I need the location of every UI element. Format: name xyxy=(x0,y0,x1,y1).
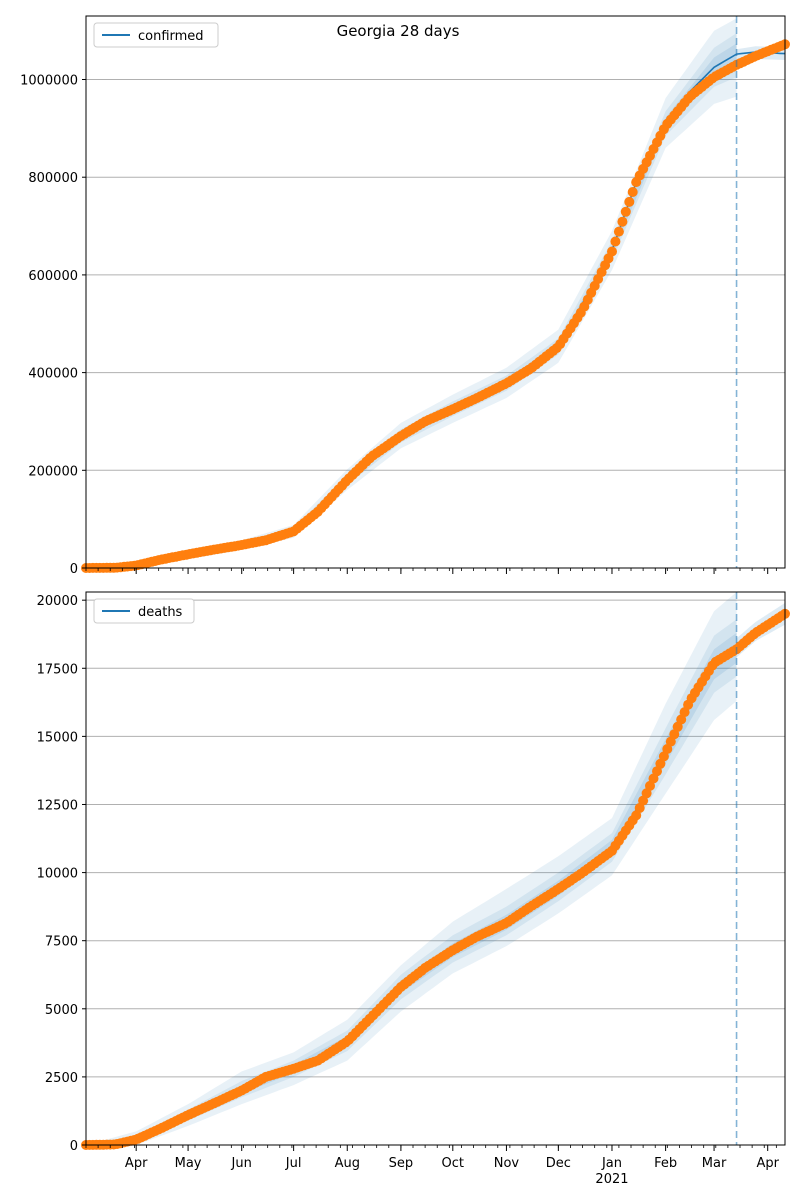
x-tick-label: Apr xyxy=(756,1156,779,1171)
deaths-grid xyxy=(86,599,785,1078)
observed-point xyxy=(624,196,635,207)
y-tick-label: 0 xyxy=(70,562,78,577)
observed-point xyxy=(655,758,666,769)
x-tick-label: Jun xyxy=(231,1156,252,1171)
x-axis-year-label: 2021 xyxy=(595,1172,628,1187)
x-tick-label: Aug xyxy=(335,1156,360,1171)
x-tick-label: Sep xyxy=(389,1156,414,1171)
confirmed-y-ticks: 0 200000 400000 600000 800000 1000000 xyxy=(20,74,86,577)
observed-point xyxy=(617,216,628,227)
y-tick-label: 12500 xyxy=(37,798,78,813)
x-tick-label: Feb xyxy=(654,1156,677,1171)
y-tick-label: 15000 xyxy=(37,730,78,745)
y-tick-label: 0 xyxy=(70,1139,78,1154)
x-tick-label: Dec xyxy=(546,1156,571,1171)
observed-point xyxy=(665,736,676,747)
deaths-x-ticks: Apr May Jun Jul Aug Sep Oct Nov Dec Jan Feb Mar Apr xyxy=(85,1145,780,1171)
observed-point xyxy=(662,744,673,754)
deaths-panel: Apr May Jun Jul Aug Sep Oct Nov Dec Jan Feb Mar Apr … xyxy=(37,591,790,1171)
observed-point xyxy=(679,707,690,718)
observed-point xyxy=(620,206,631,217)
x-tick-label: Nov xyxy=(494,1156,520,1171)
observed-point xyxy=(627,187,638,197)
x-tick-label: Mar xyxy=(702,1156,727,1171)
y-tick-label: 5000 xyxy=(45,1003,78,1018)
deaths-legend: deaths xyxy=(93,598,195,624)
deaths-axes-frame xyxy=(85,591,786,1146)
y-tick-label: 10000 xyxy=(37,867,78,882)
x-tick-label: May xyxy=(175,1156,202,1171)
y-tick-label: 1000000 xyxy=(20,74,78,89)
legend-box xyxy=(93,598,195,624)
deaths-observed-points xyxy=(81,608,790,1150)
legend-label-confirmed: confirmed xyxy=(138,29,204,44)
confirmed-legend: confirmed xyxy=(93,22,219,48)
y-tick-label: 200000 xyxy=(28,464,78,479)
observed-point xyxy=(607,246,617,257)
band-outer xyxy=(86,592,737,1145)
observed-point xyxy=(645,780,655,791)
observed-point xyxy=(613,226,624,237)
figure-title: Georgia 28 days xyxy=(337,22,460,40)
legend-label-deaths: deaths xyxy=(138,605,183,620)
y-tick-label: 20000 xyxy=(37,594,78,609)
x-tick-label: Apr xyxy=(125,1156,148,1171)
y-tick-label: 17500 xyxy=(37,662,78,677)
confirmed-x-ticks xyxy=(85,568,777,574)
legend-box xyxy=(93,22,219,48)
y-tick-label: 600000 xyxy=(28,269,78,284)
observed-point xyxy=(631,810,642,821)
x-tick-label: Jan xyxy=(601,1156,622,1171)
observed-point xyxy=(610,236,621,247)
x-tick-label: Oct xyxy=(442,1156,464,1171)
deaths-y-ticks: 0 2500 5000 7500 10000 12500 15000 17500 20000 xyxy=(37,594,86,1154)
y-tick-label: 2500 xyxy=(45,1071,78,1086)
confirmed-axes-frame xyxy=(85,15,786,569)
confirmed-grid xyxy=(86,79,785,471)
y-tick-label: 7500 xyxy=(45,935,78,950)
y-tick-label: 400000 xyxy=(28,367,78,382)
confirmed-panel: 0 200000 400000 600000 800000 1000000 confirm… xyxy=(20,15,790,577)
y-tick-label: 800000 xyxy=(28,171,78,186)
x-tick-label: Jul xyxy=(285,1156,302,1171)
